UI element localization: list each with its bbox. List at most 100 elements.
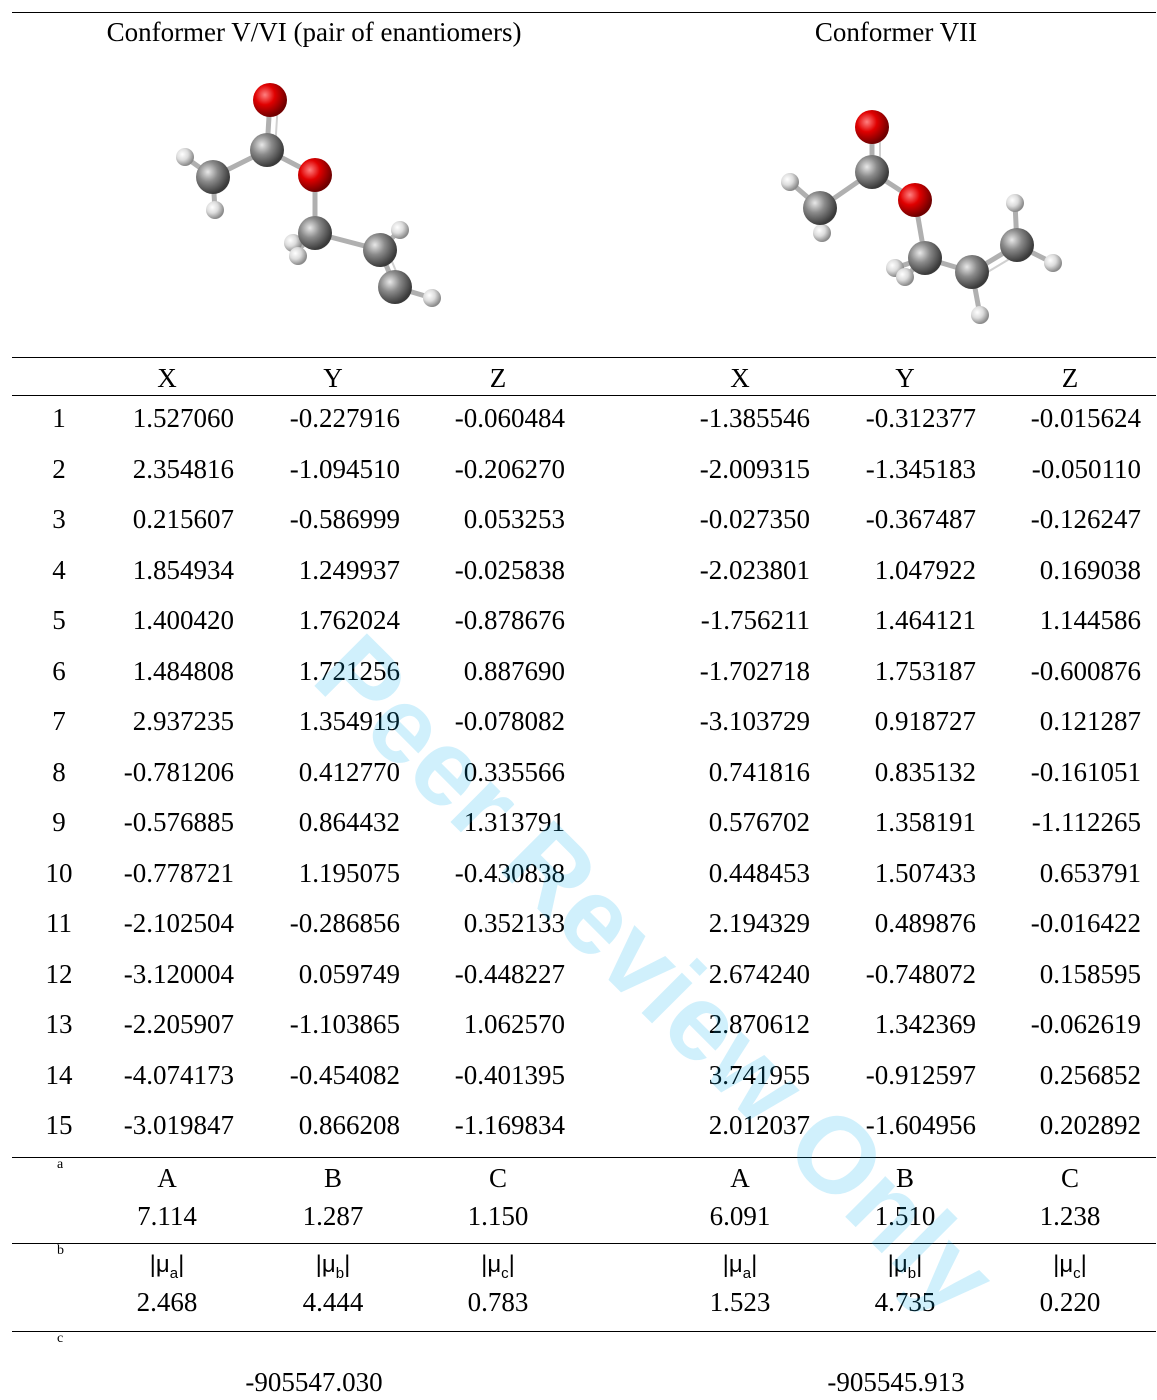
dipole-label-subscript: a	[742, 1264, 752, 1282]
coordinate-cell: 0.835132	[874, 756, 976, 787]
rotational-constants-rule	[12, 1157, 1156, 1158]
coordinate-cell: -3.019847	[123, 1110, 234, 1140]
coordinate-cell: 1.854934	[132, 554, 234, 585]
dipole-label-subscript: b	[335, 1264, 345, 1282]
dipole-moment-label: |μa|	[723, 1250, 758, 1289]
column-header: Z	[489, 363, 507, 393]
coordinate-cell: -0.025838	[454, 554, 565, 585]
coordinate-cell: -0.015624	[1030, 403, 1141, 433]
carbon-atom	[1000, 228, 1034, 262]
dipole-moment-value: 1.523	[709, 1287, 771, 1317]
rotational-constant-value: 6.091	[709, 1201, 771, 1231]
hydrogen-atom	[1044, 254, 1062, 272]
coordinate-cell: -0.016422	[1030, 908, 1141, 938]
coordinate-cell: -2.102504	[123, 908, 234, 938]
coordinate-cell: 0.741816	[708, 756, 810, 787]
coordinate-cell: -0.312377	[865, 403, 976, 433]
coordinate-cell: -0.126247	[1030, 504, 1141, 534]
coordinate-cell: 0.335566	[463, 756, 565, 787]
coordinate-cell: -1.169834	[454, 1110, 565, 1140]
atom-index: 6	[52, 655, 66, 686]
atom-index: 5	[52, 605, 66, 635]
coordinate-cell: 2.194329	[708, 908, 810, 938]
atom-index: 11	[46, 908, 72, 938]
carbon-atom	[855, 155, 889, 189]
hydrogen-atom	[896, 268, 914, 286]
coordinate-cell: 1.062570	[463, 1009, 565, 1039]
carbon-atom	[955, 255, 989, 289]
coordinate-cell: 1.527060	[132, 403, 234, 433]
footnote-mark-a: a	[57, 1157, 64, 1172]
carbon-atom	[908, 241, 942, 275]
coordinate-cell: 0.215607	[132, 504, 234, 534]
dipole-label-end: |	[1080, 1251, 1087, 1278]
footnote-mark-c: c	[57, 1331, 64, 1346]
coordinate-cell: 1.144586	[1039, 605, 1141, 635]
coordinate-cell: -1.112265	[1031, 807, 1141, 837]
dipole-moments-rule	[12, 1243, 1156, 1244]
rotational-constant-label: B	[895, 1163, 915, 1193]
dipole-label-subscript: b	[907, 1264, 917, 1282]
coordinates-subheader-rule	[12, 395, 1156, 396]
coordinate-cell: -0.227916	[289, 403, 400, 433]
dipole-label-base: |μ	[887, 1251, 908, 1278]
coordinate-cell: -0.206270	[454, 453, 565, 484]
rotational-constant-label: C	[488, 1163, 508, 1193]
coordinate-cell: 0.918727	[874, 706, 976, 736]
coordinate-cell: 0.158595	[1039, 958, 1141, 989]
dipole-label-base: |μ	[149, 1251, 170, 1278]
coordinate-cell: 3.741955	[708, 1059, 810, 1090]
rotational-constant-label: C	[1060, 1163, 1080, 1193]
coordinate-cell: -0.448227	[454, 958, 565, 989]
dipole-label-end: |	[344, 1251, 351, 1278]
hydrogen-atom	[971, 306, 989, 324]
dipole-label-end: |	[916, 1251, 923, 1278]
coordinate-cell: 0.202892	[1039, 1110, 1141, 1140]
energy-conformer-vii: -905545.913	[827, 1367, 965, 1397]
coordinate-cell: 0.053253	[463, 504, 565, 534]
coordinate-cell: 0.256852	[1039, 1059, 1141, 1090]
coordinate-cell: 0.448453	[708, 857, 810, 888]
coordinate-cell: -0.161051	[1030, 756, 1141, 787]
dipole-label-end: |	[508, 1251, 515, 1278]
atom-index: 9	[52, 807, 66, 837]
atom-index: 3	[52, 504, 66, 534]
column-header: X	[157, 363, 177, 393]
rotational-constant-label: A	[157, 1163, 177, 1193]
conformer-v-vi-header: Conformer V/VI (pair of enantiomers)	[106, 17, 522, 47]
atom-index: 12	[45, 958, 73, 989]
rotational-constant-label: B	[323, 1163, 343, 1193]
column-header: Y	[895, 363, 915, 393]
dipole-moment-value: 4.735	[874, 1287, 936, 1317]
coordinate-cell: 1.047922	[874, 554, 976, 585]
dipole-moment-value: 4.444	[302, 1287, 364, 1317]
dipole-label-base: |μ	[481, 1251, 502, 1278]
coordinate-cell: 0.653791	[1039, 857, 1141, 888]
coordinate-cell: 1.753187	[874, 655, 976, 686]
oxygen-atom	[855, 110, 889, 144]
hydrogen-atom	[206, 201, 224, 219]
energy-rule	[12, 1331, 1156, 1332]
carbon-atom	[803, 191, 837, 225]
dipole-label-end: |	[178, 1251, 185, 1278]
coordinate-cell: -0.748072	[865, 958, 976, 989]
carbon-atom	[363, 233, 397, 267]
coordinate-cell: 2.012037	[708, 1110, 810, 1140]
dipole-label-subscript: c	[501, 1264, 509, 1282]
dipole-moment-label: |μc|	[1053, 1250, 1087, 1289]
coordinate-cell: -0.430838	[454, 857, 565, 888]
top-rule	[12, 12, 1156, 13]
atom-index: 7	[52, 706, 66, 736]
rotational-constant-label: A	[730, 1163, 750, 1193]
hydrogen-atom	[813, 224, 831, 242]
coordinate-cell: 0.864432	[298, 807, 400, 837]
coordinate-cell: -2.023801	[699, 554, 810, 585]
dipole-moment-label: |μb|	[316, 1250, 351, 1289]
coordinate-cell: 1.354919	[298, 706, 400, 736]
coordinate-cell: 0.412770	[298, 756, 400, 787]
column-header: Y	[323, 363, 343, 393]
dipole-label-base: |μ	[722, 1251, 743, 1278]
oxygen-atom	[253, 83, 287, 117]
coordinate-cell: -0.367487	[865, 504, 976, 534]
atom-index: 4	[52, 554, 66, 585]
